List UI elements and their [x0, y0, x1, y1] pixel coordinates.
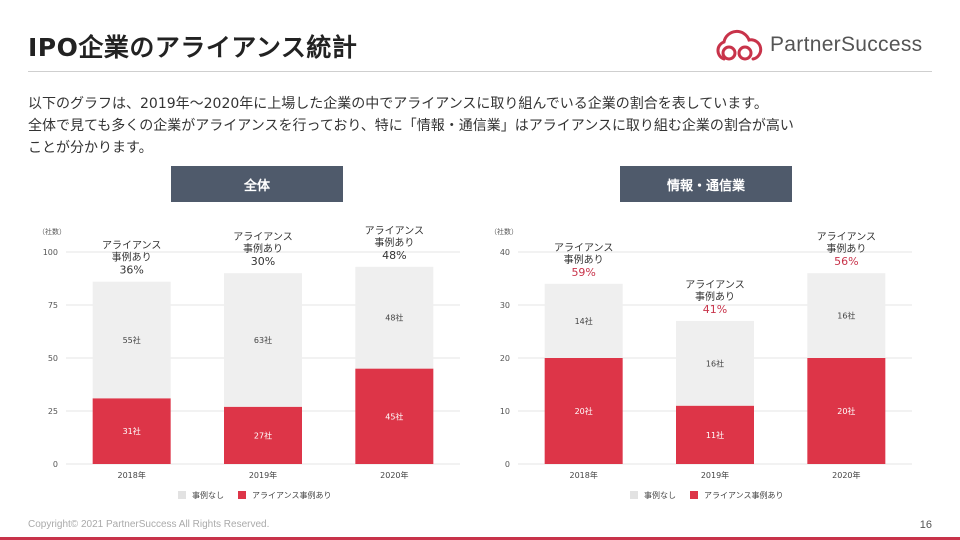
panel-header-overall: 全体: [171, 166, 343, 202]
annotation-percent: 48%: [382, 249, 406, 262]
bar-alliance: [807, 358, 886, 464]
data-label-no-alliance: 48社: [385, 313, 403, 323]
annotation-label: 事例あり: [243, 242, 283, 255]
data-label-alliance: 27社: [254, 430, 272, 440]
annotation-label: アライアンス: [685, 279, 744, 291]
y-tick-label: 25: [48, 407, 58, 416]
annotation-label: アライアンス: [365, 225, 424, 237]
annotation-label: アライアンス: [817, 231, 876, 243]
annotation-percent: 59%: [571, 266, 595, 279]
chart-svg: （社数）025507510031社55社2018年36%事例ありアライアンス27…: [38, 225, 460, 500]
legend-swatch-alliance: [238, 491, 246, 499]
page-title: IPO企業のアライアンス統計: [28, 33, 358, 62]
y-tick-label: 40: [500, 248, 510, 257]
y-tick-label: 0: [505, 460, 510, 469]
data-label-alliance: 20社: [837, 406, 855, 416]
description-line: 以下のグラフは、2019年〜2020年に上場した企業の中でアライアンスに取り組ん…: [28, 96, 768, 112]
legend-swatch-no-alliance: [630, 491, 638, 499]
data-label-alliance: 11社: [706, 430, 724, 440]
bar-no-alliance: [355, 266, 434, 369]
data-label-alliance: 31社: [123, 426, 141, 436]
data-label-no-alliance: 16社: [706, 358, 724, 368]
bar-no-alliance: [544, 283, 623, 358]
unit-label: （社数）: [38, 227, 66, 236]
legend-swatch-no-alliance: [178, 491, 186, 499]
title-divider: [28, 71, 932, 72]
legend-swatch-alliance: [690, 491, 698, 499]
data-label-alliance: 45社: [385, 411, 403, 421]
x-tick-label: 2018年: [569, 470, 597, 480]
annotation-label: アライアンス: [233, 231, 292, 243]
annotation-label: 事例あり: [564, 253, 604, 266]
data-label-no-alliance: 16社: [837, 311, 855, 321]
data-label-alliance: 20社: [575, 406, 593, 416]
annotation-label: 事例あり: [374, 236, 414, 249]
annotation-label: 事例あり: [826, 242, 866, 255]
y-tick-label: 75: [48, 301, 58, 310]
legend-label-no-alliance: 事例なし: [644, 490, 676, 500]
y-tick-label: 30: [500, 301, 510, 310]
y-tick-label: 50: [48, 354, 58, 363]
annotation-label: 事例あり: [112, 251, 152, 264]
chart-it: （社数） 0 10 20 30 40 20社 14社 2018年 59% 事例あり アライアンス 11社…: [482, 212, 922, 512]
annotation-percent: 30%: [251, 255, 275, 268]
y-tick-label: 100: [43, 248, 58, 257]
bar-alliance: [92, 398, 171, 464]
data-label-no-alliance: 14社: [575, 316, 593, 326]
description: 以下のグラフは、2019年〜2020年に上場した企業の中でアライアンスに取り組ん…: [28, 93, 933, 159]
annotation-label: アライアンス: [554, 242, 613, 254]
bar-no-alliance: [224, 273, 302, 407]
x-tick-label: 2020年: [832, 470, 860, 480]
unit-label: （社数）: [490, 227, 518, 236]
y-tick-label: 20: [500, 354, 510, 363]
bar-alliance: [676, 405, 754, 464]
annotation-label: 事例あり: [695, 290, 735, 303]
brand-logo: PartnerSuccess: [712, 28, 937, 64]
annotation-percent: 56%: [834, 255, 858, 268]
cloud-logo-icon: [716, 29, 763, 61]
copyright: Copyright© 2021 PartnerSuccess All Right…: [28, 519, 270, 530]
annotation-percent: 36%: [119, 264, 143, 277]
bottom-accent-bar: [0, 537, 960, 540]
bar-alliance: [224, 406, 302, 464]
legend-label-alliance: アライアンス事例あり: [252, 490, 332, 500]
bar-alliance: [544, 358, 623, 464]
annotation-label: アライアンス: [102, 240, 161, 252]
legend-label-no-alliance: 事例なし: [192, 490, 224, 500]
data-label-no-alliance: 55社: [123, 335, 141, 345]
x-tick-label: 2018年: [117, 470, 145, 480]
data-label-no-alliance: 63社: [254, 335, 272, 345]
x-tick-label: 2019年: [249, 470, 277, 480]
bar-alliance: [355, 368, 434, 464]
x-tick-label: 2020年: [380, 470, 408, 480]
annotation-percent: 41%: [703, 303, 727, 316]
description-line: ことが分かります。: [28, 140, 153, 156]
bar-no-alliance: [676, 320, 754, 406]
x-tick-label: 2019年: [701, 470, 729, 480]
bar-no-alliance: [807, 273, 886, 358]
chart-overall: （社数） 0 25 50 75 100 31社 55社 2018年 36% 事例あり アライアンス 27…: [30, 212, 470, 512]
legend-label-alliance: アライアンス事例あり: [704, 490, 784, 500]
chart-svg: （社数）01020304020社14社2018年59%事例ありアライアンス11社…: [490, 227, 912, 500]
y-tick-label: 10: [500, 407, 510, 416]
panel-header-it: 情報・通信業: [620, 166, 792, 202]
description-line: 全体で見ても多くの企業がアライアンスを行っており、特に「情報・通信業」はアライア…: [28, 118, 794, 134]
bar-no-alliance: [92, 281, 171, 399]
page-number: 16: [919, 519, 932, 531]
logo-text: PartnerSuccess: [770, 33, 923, 56]
y-tick-label: 0: [53, 460, 58, 469]
